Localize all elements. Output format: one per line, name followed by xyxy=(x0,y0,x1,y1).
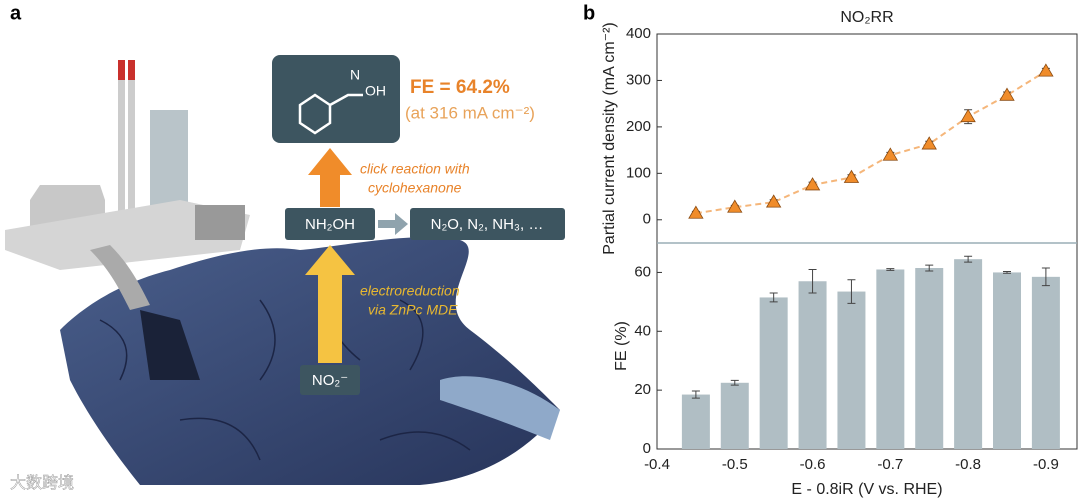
y-tick-label: 0 xyxy=(643,440,651,457)
outflow xyxy=(140,310,200,380)
arrow xyxy=(378,213,408,235)
x-tick-label: -0.8 xyxy=(955,456,981,473)
bar xyxy=(798,281,827,449)
step-label: via ZnPc MDE xyxy=(368,302,458,318)
panel-label: b xyxy=(583,2,595,24)
error-bar xyxy=(964,255,973,263)
marker xyxy=(804,177,821,191)
byproducts: N₂O, N₂, NH₃, … xyxy=(431,216,544,233)
bar xyxy=(993,272,1021,449)
bar xyxy=(681,394,710,449)
pipe xyxy=(90,245,150,310)
x-tick-label: -0.6 xyxy=(800,456,826,473)
marker xyxy=(960,108,976,123)
bar xyxy=(876,269,905,449)
y-tick-label: 20 xyxy=(634,381,651,398)
chimney xyxy=(128,60,135,220)
byproduct-box xyxy=(410,208,565,240)
error-bar xyxy=(847,279,856,304)
chimney-stripe xyxy=(128,60,135,80)
intermediate-box xyxy=(285,208,375,240)
y-axis-label: Partial current density (mA cm⁻²) xyxy=(601,22,618,255)
line xyxy=(695,70,1047,215)
marker xyxy=(1038,63,1054,77)
bar xyxy=(1031,276,1060,449)
chimney-stripe xyxy=(118,60,125,80)
chimney xyxy=(118,60,125,220)
intermediate: NH₂OH xyxy=(305,216,355,233)
bar xyxy=(720,382,749,449)
error-bar xyxy=(886,268,895,271)
x-tick-label: -0.5 xyxy=(722,456,748,473)
y-tick-label: 200 xyxy=(626,118,651,135)
product-box xyxy=(272,55,400,143)
fe-text: FE = 64.2% xyxy=(410,77,510,98)
x-tick-label: -0.7 xyxy=(877,456,903,473)
x-axis-label: E - 0.8iR (V vs. RHE) xyxy=(791,481,942,498)
reactant: NO₂⁻ xyxy=(312,372,348,389)
step-label: click reaction with xyxy=(360,161,470,177)
step-label: cyclohexanone xyxy=(368,180,462,196)
bar xyxy=(759,297,788,449)
marker xyxy=(688,205,704,219)
atom: OH xyxy=(365,83,386,99)
plant xyxy=(5,200,250,270)
error-bar xyxy=(691,390,700,399)
error-bar xyxy=(730,379,739,386)
fe-condition: (at 316 mA cm⁻²) xyxy=(405,103,535,122)
reactant-box xyxy=(300,365,360,395)
molecule xyxy=(298,93,363,135)
y-axis-label: FE (%) xyxy=(613,321,630,371)
marker xyxy=(727,199,743,213)
x-tick-label: -0.9 xyxy=(1033,456,1059,473)
error-bar xyxy=(808,268,817,294)
y-tick-label: 40 xyxy=(634,322,651,339)
building xyxy=(195,205,245,240)
watermark: 大数跨境 xyxy=(10,473,74,492)
marker xyxy=(765,194,782,208)
y-tick-label: 60 xyxy=(634,263,651,280)
bar xyxy=(915,268,944,449)
arrow xyxy=(305,245,355,363)
error-bar xyxy=(1041,267,1050,287)
error-bar xyxy=(769,292,778,303)
bar xyxy=(954,259,983,449)
plot-frame xyxy=(656,33,1078,244)
marker xyxy=(999,87,1015,101)
marker xyxy=(882,147,899,161)
bar xyxy=(837,291,866,449)
water xyxy=(60,236,560,485)
error-bar xyxy=(925,264,934,272)
panel-label: a xyxy=(10,2,22,24)
y-tick-label: 400 xyxy=(626,25,651,42)
atom: N xyxy=(350,67,360,83)
chart-title: NO₂RR xyxy=(840,9,893,26)
step-label: electroreduction xyxy=(360,283,460,299)
marker xyxy=(921,136,937,150)
error-bar xyxy=(1003,271,1011,274)
y-tick-label: 0 xyxy=(643,211,651,228)
y-tick-label: 300 xyxy=(626,71,651,88)
arrow xyxy=(308,148,352,207)
shore xyxy=(440,376,560,440)
marker xyxy=(843,169,860,183)
x-tick-label: -0.4 xyxy=(644,456,670,473)
y-tick-label: 100 xyxy=(626,164,651,181)
